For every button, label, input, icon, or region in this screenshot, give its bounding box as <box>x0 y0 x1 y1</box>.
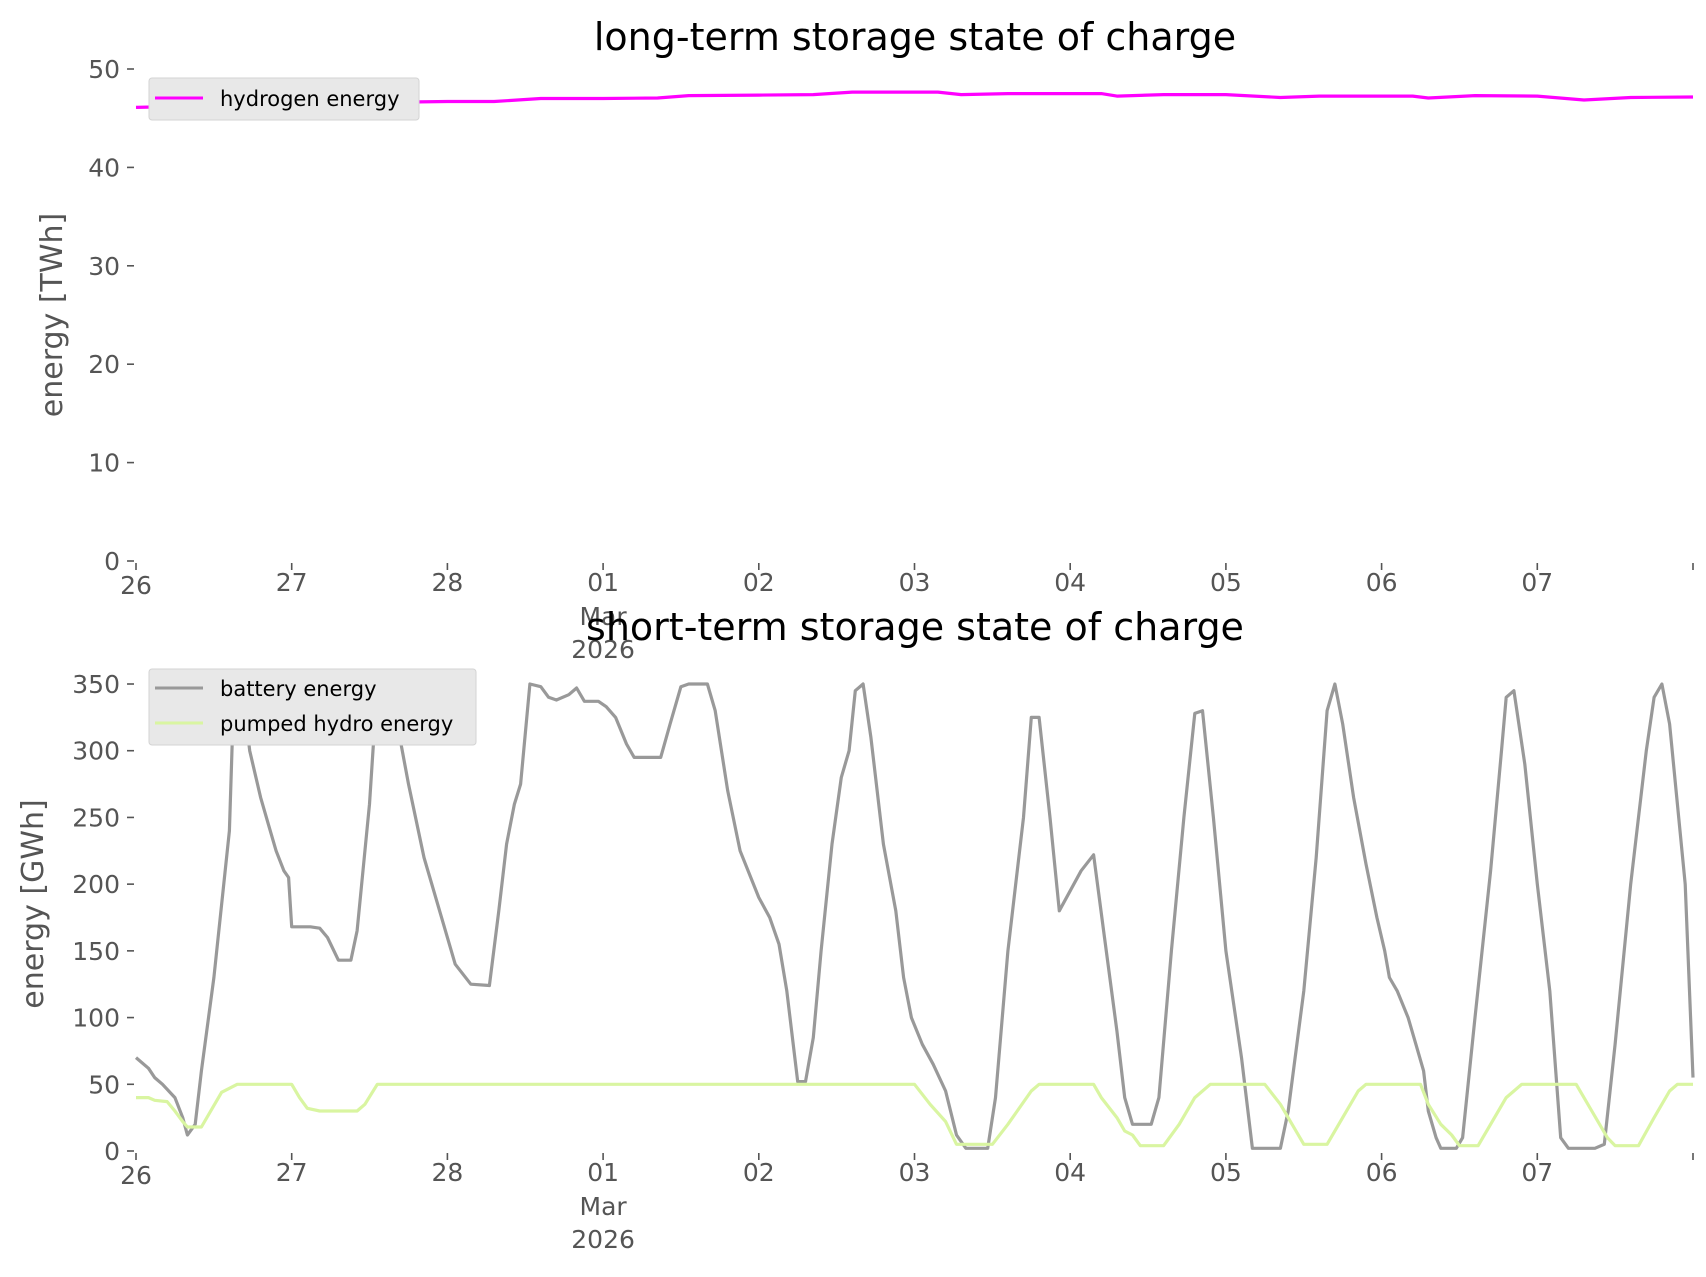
x-tick-label: 02 <box>743 568 775 597</box>
y-axis-label: energy [TWh] <box>35 213 70 417</box>
x-tick-label: 26 <box>120 1161 152 1190</box>
series-line-hydrogen-energy <box>135 90 1694 109</box>
x-tick-month-label: Mar <box>580 602 628 631</box>
x-tick-year-label: 2026 <box>571 1225 635 1254</box>
x-tick-label: 05 <box>1210 1158 1242 1187</box>
y-tick-label: 10 <box>88 449 120 478</box>
plot-area: 0 10 20 30 40 50 26 27 28 01 Mar 2026 02 03 04 05 06 07 <box>88 55 1694 664</box>
legend-label-battery: battery energy <box>220 677 377 701</box>
x-tick-label: 04 <box>1054 568 1086 597</box>
series-line-battery-energy <box>134 682 1695 1150</box>
x-tick-label: 28 <box>431 568 463 597</box>
legend-box <box>148 668 477 746</box>
x-tick-label: 06 <box>1366 1158 1398 1187</box>
y-tick-label: 100 <box>72 1004 120 1033</box>
y-tick-label: 0 <box>104 1137 120 1166</box>
y-tick-label: 20 <box>88 350 120 379</box>
y-tick-label: 350 <box>72 670 120 699</box>
chart-short-term: short-term storage state of charge energ… <box>16 605 1695 1254</box>
x-tick-label: 06 <box>1366 568 1398 597</box>
x-tick-label: 07 <box>1521 1158 1553 1187</box>
x-tick-label: 01 <box>587 568 619 597</box>
y-tick-label: 0 <box>104 547 120 576</box>
chart-title: short-term storage state of charge <box>586 605 1244 649</box>
x-tick-label: 07 <box>1521 568 1553 597</box>
x-tick-label: 03 <box>899 568 931 597</box>
x-tick-label: 01 <box>587 1158 619 1187</box>
chart-title: long-term storage state of charge <box>594 15 1236 59</box>
y-tick-label: 50 <box>88 55 120 84</box>
x-tick-label: 02 <box>743 1158 775 1187</box>
legend-box <box>148 77 420 121</box>
y-tick-label: 30 <box>88 252 120 281</box>
legend: hydrogen energy <box>148 77 420 121</box>
chart-long-term: long-term storage state of charge energy… <box>35 15 1694 664</box>
x-tick-label: 27 <box>276 1158 308 1187</box>
y-axis-label: energy [GWh] <box>16 799 51 1008</box>
series-line-pumped-hydro-energy <box>136 1082 1693 1148</box>
legend-label-pumped-hydro: pumped hydro energy <box>220 712 453 736</box>
y-tick-label: 50 <box>88 1070 120 1099</box>
x-tick-year-label: 2026 <box>571 635 635 664</box>
y-tick-label: 200 <box>72 870 120 899</box>
y-tick-label: 150 <box>72 937 120 966</box>
x-tick-label: 27 <box>276 568 308 597</box>
y-tick-label: 250 <box>72 803 120 832</box>
x-tick-label: 04 <box>1054 1158 1086 1187</box>
x-tick-label: 03 <box>899 1158 931 1187</box>
x-tick-label: 05 <box>1210 568 1242 597</box>
x-tick-month-label: Mar <box>580 1192 628 1221</box>
x-tick-label: 26 <box>120 571 152 600</box>
x-tick-label: 28 <box>431 1158 463 1187</box>
y-tick-label: 300 <box>72 737 120 766</box>
legend-label-hydrogen: hydrogen energy <box>220 87 400 111</box>
y-tick-label: 40 <box>88 153 120 182</box>
legend: battery energy pumped hydro energy <box>148 668 477 746</box>
